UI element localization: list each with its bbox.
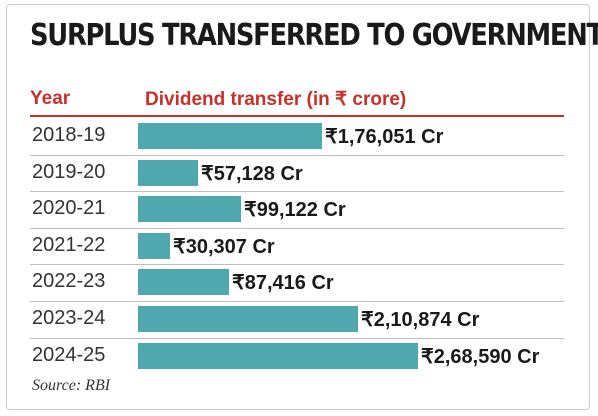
year-label: 2024-25: [32, 343, 106, 366]
value-label: ₹87,416 Cr: [232, 272, 334, 295]
bar-row: 2022-23 ₹87,416 Cr: [0, 264, 598, 300]
bar: [138, 269, 229, 296]
bar: [138, 196, 241, 223]
bar: [138, 232, 170, 259]
row-divider: [30, 301, 564, 302]
row-divider: [30, 227, 564, 229]
bar: [138, 159, 198, 186]
year-label: 2018-19: [32, 124, 106, 146]
year-label: 2020-21: [32, 197, 106, 220]
year-label: 2021-22: [32, 233, 106, 256]
bar: [138, 123, 322, 149]
bar-row: 2018-19 ₹1,76,051 Cr: [0, 118, 598, 154]
row-divider: [30, 337, 564, 339]
header-rule: [30, 115, 564, 117]
year-column-header: Year: [30, 88, 71, 109]
bar-row: 2019-20 ₹57,128 Cr: [0, 155, 598, 191]
value-column-header: Dividend transfer (in ₹ crore): [145, 89, 407, 110]
value-label: ₹99,122 Cr: [244, 199, 346, 222]
year-label: 2022-23: [32, 270, 106, 293]
value-label: ₹57,128 Cr: [201, 162, 303, 185]
bar: [138, 306, 358, 332]
year-label: 2023-24: [32, 307, 106, 329]
bar: [138, 342, 418, 369]
value-label: ₹2,68,590 Cr: [421, 345, 540, 368]
row-divider: [30, 154, 564, 156]
value-label: ₹2,10,874 Cr: [361, 309, 480, 331]
year-label: 2019-20: [32, 160, 106, 183]
source-note: Source: RBI: [32, 377, 111, 394]
bar-row: 2023-24 ₹2,10,874 Cr: [0, 301, 598, 337]
value-label: ₹30,307 Cr: [173, 235, 275, 258]
chart-frame: [6, 4, 590, 410]
row-divider: [30, 191, 564, 193]
bar-row: 2024-25 ₹2,68,590 Cr: [0, 338, 598, 374]
row-divider: [30, 264, 564, 266]
bar-row: 2021-22 ₹30,307 Cr: [0, 228, 598, 264]
chart-title: SURPLUS TRANSFERRED TO GOVERNMENT: [30, 18, 598, 53]
value-label: ₹1,76,051 Cr: [325, 126, 444, 148]
bar-row: 2020-21 ₹99,122 Cr: [0, 191, 598, 227]
